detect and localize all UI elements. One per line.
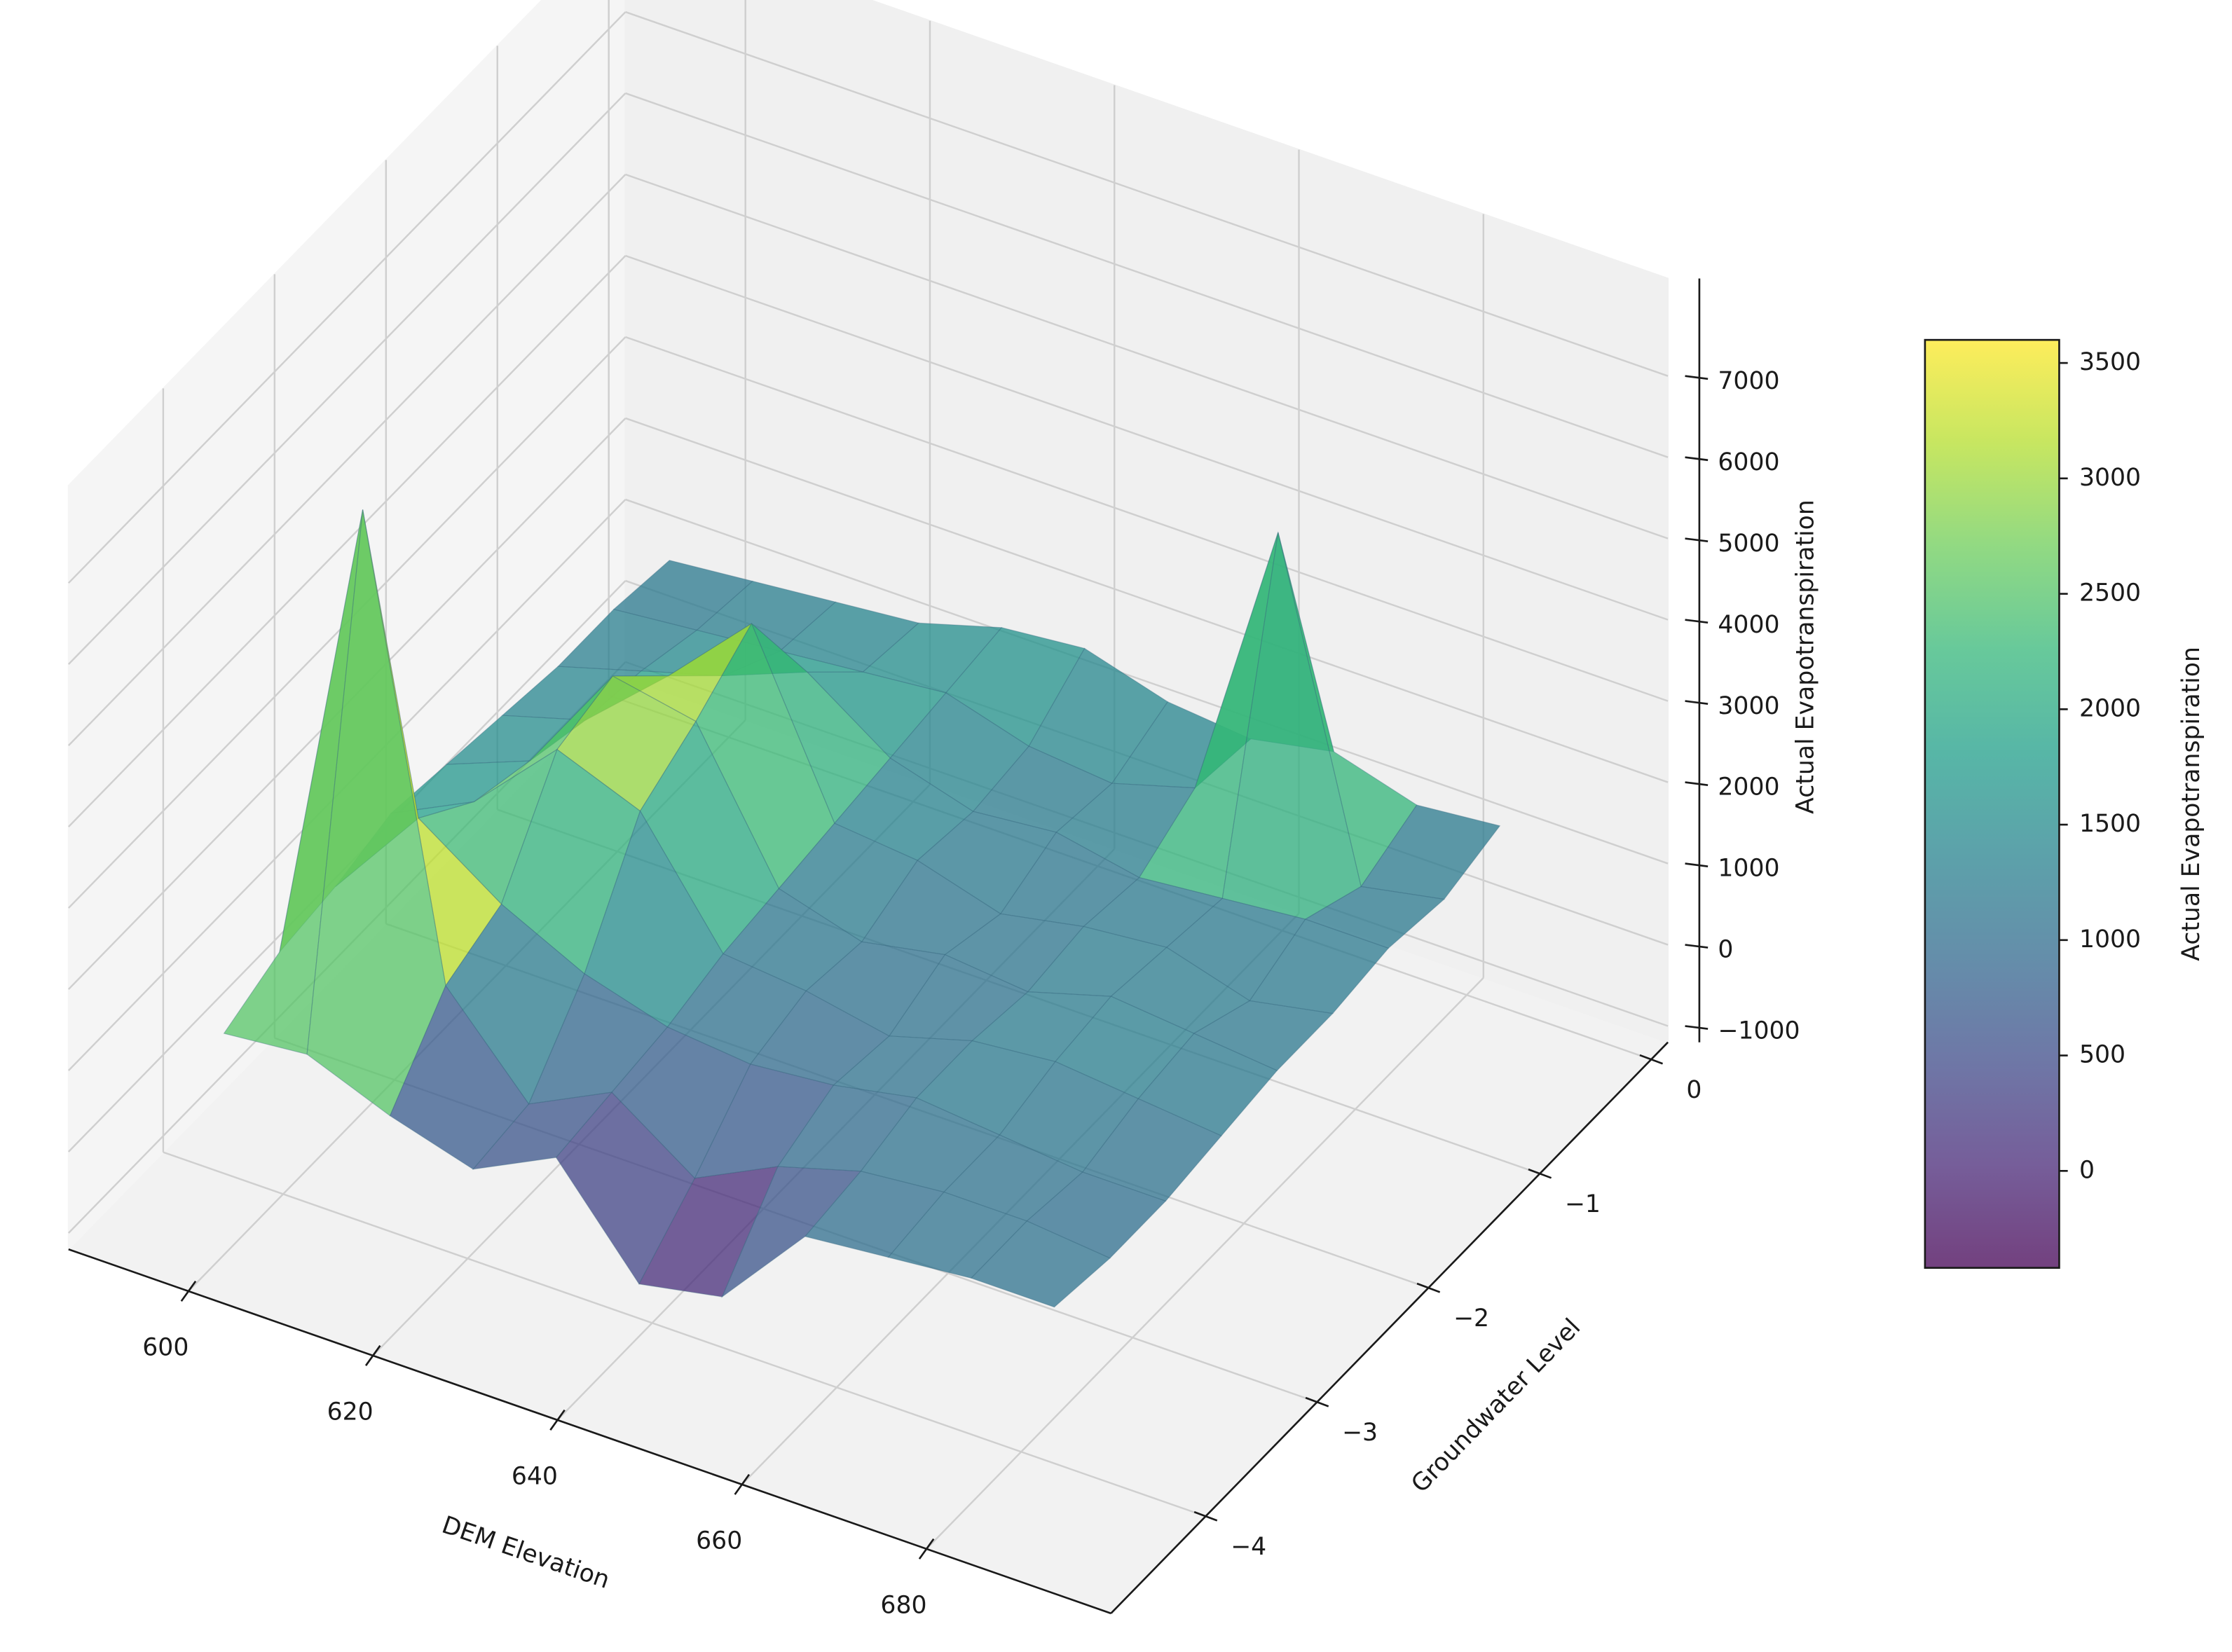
z-tick-label: 7000	[1718, 367, 1779, 395]
z-axis-label: Actual Evapotranspiration	[1792, 500, 1820, 814]
x-tick	[180, 1280, 197, 1302]
grid-line	[625, 173, 1669, 539]
y-tick	[1193, 1510, 1218, 1522]
x-tick	[549, 1409, 566, 1431]
colorbar-tick-label: 1000	[2079, 925, 2141, 954]
z-tick-label: 2000	[1718, 773, 1779, 801]
y-tick-label: −3	[1342, 1419, 1378, 1447]
grid-line	[625, 498, 1669, 865]
z-tick	[1685, 537, 1709, 543]
y-tick	[1528, 1168, 1552, 1179]
x-tick-label: 640	[512, 1462, 558, 1490]
colorbar-label: Actual Evapotranspiration	[2177, 647, 2205, 961]
grid-line	[67, 92, 627, 666]
grid-line	[67, 255, 627, 827]
surface-cell	[1137, 1033, 1278, 1136]
surface-cell	[1026, 1171, 1167, 1259]
grid-line	[625, 11, 1669, 377]
surface-cell	[970, 1220, 1111, 1308]
y-axis-label: Groundwater Level	[1406, 1314, 1586, 1499]
colorbar-tick-label: 1500	[2079, 810, 2141, 838]
z-tick	[1685, 619, 1709, 624]
grid-line	[625, 92, 1669, 458]
x-tick-label: 660	[696, 1527, 742, 1555]
z-tick-label: 4000	[1718, 611, 1779, 639]
y-tick	[1416, 1282, 1441, 1293]
x-tick-label: 680	[880, 1591, 926, 1619]
y-tick-label: 0	[1686, 1076, 1702, 1104]
colorbar	[1924, 338, 2060, 1269]
x-tick-label: 600	[142, 1333, 189, 1361]
grid-line	[163, 1151, 1206, 1517]
colorbar-tick-label: 0	[2079, 1156, 2095, 1184]
y-tick-label: −1	[1565, 1190, 1601, 1218]
z-tick	[1685, 781, 1709, 786]
x-tick	[734, 1473, 751, 1495]
grid-line	[625, 254, 1669, 621]
z-tick	[1685, 700, 1709, 705]
y-tick	[1305, 1396, 1329, 1407]
surface-cell	[1249, 918, 1390, 1014]
z-tick-label: 1000	[1718, 855, 1779, 883]
x-tick	[364, 1344, 381, 1366]
colorbar-tick-label: 3500	[2079, 348, 2141, 376]
x-axis-label: DEM Elevation	[438, 1511, 613, 1595]
grid-line	[67, 174, 627, 746]
x-tick	[918, 1538, 935, 1560]
z-tick-label: −1000	[1718, 1017, 1800, 1045]
surface-cell	[1360, 804, 1501, 900]
z-tick-label: 0	[1718, 936, 1733, 964]
z-tick	[1685, 944, 1709, 949]
y-axis	[1110, 1041, 1669, 1614]
z-tick-label: 3000	[1718, 692, 1779, 720]
grid-line	[625, 336, 1669, 702]
colorbar-tick-label: 2500	[2079, 579, 2141, 607]
grid-line	[926, 977, 1484, 1550]
colorbar-tick-label: 3000	[2079, 464, 2141, 492]
z-tick-label: 6000	[1718, 448, 1779, 476]
z-tick	[1685, 862, 1709, 867]
x-axis	[68, 1248, 1111, 1615]
z-tick	[1685, 375, 1709, 380]
z-tick-label: 5000	[1718, 530, 1779, 558]
x-tick-label: 620	[327, 1398, 374, 1426]
grid-line	[625, 417, 1669, 783]
y-tick-label: −4	[1231, 1533, 1266, 1561]
surface-cell	[1193, 1000, 1334, 1071]
z-tick	[1685, 456, 1709, 462]
surface	[223, 509, 1501, 1308]
colorbar-tick-label: 500	[2079, 1041, 2125, 1069]
z-tick	[1685, 1025, 1709, 1030]
colorbar-tick-label: 2000	[2079, 694, 2141, 722]
grid-line	[67, 11, 627, 584]
y-tick	[1639, 1054, 1664, 1065]
y-tick-label: −2	[1453, 1305, 1489, 1333]
